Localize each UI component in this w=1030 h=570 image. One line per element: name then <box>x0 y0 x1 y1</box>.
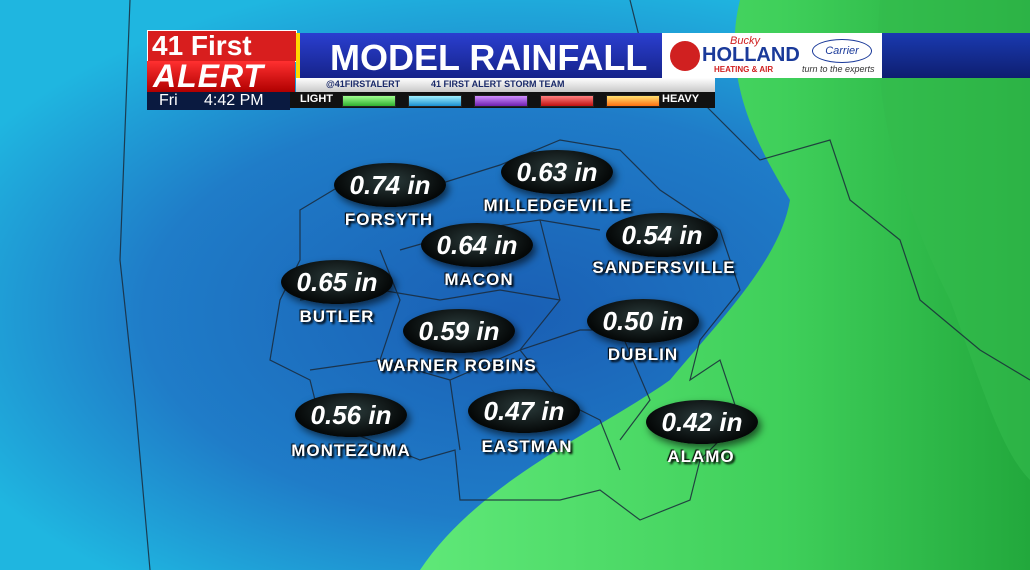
city-name: BUTLER <box>299 307 375 326</box>
city-name: MILLEDGEVILLE <box>483 196 633 215</box>
rain-amount: 0.59 in <box>403 309 515 353</box>
rain-amount: 0.65 in <box>281 260 393 304</box>
legend-low: LIGHT <box>300 93 333 105</box>
city-name: FORSYTH <box>344 210 434 229</box>
social-strip: @41FIRSTALERT 41 FIRST ALERT STORM TEAM <box>296 78 715 92</box>
sponsor-logo <box>670 41 700 71</box>
rain-amount: 0.64 in <box>421 223 533 267</box>
clock-bar: Fri 4:42 PM <box>147 92 290 110</box>
brand-bottom: ALERT <box>153 58 265 94</box>
rain-amount: 0.74 in <box>334 163 446 207</box>
legend-swatch <box>408 95 462 107</box>
rain-amount: 0.47 in <box>468 389 580 433</box>
brand-bottom-box: ALERT <box>147 58 295 94</box>
city-name: ALAMO <box>667 447 735 466</box>
title-bar-extension <box>882 33 1030 78</box>
partner: Carrier <box>812 39 872 63</box>
city-name: MACON <box>444 270 514 289</box>
brand-top: 41 First <box>152 30 252 61</box>
legend-swatch <box>474 95 528 107</box>
city-name: DUBLIN <box>607 345 679 364</box>
title-bar: MODEL RAINFALL <box>296 33 666 78</box>
sponsor-script: Bucky <box>730 35 760 47</box>
rain-amount: 0.56 in <box>295 393 407 437</box>
legend-swatch <box>606 95 660 107</box>
time: 4:42 PM <box>204 92 264 109</box>
sponsor-box: Bucky HOLLAND HEATING & AIR Carrier turn… <box>662 33 882 78</box>
brand-top-box: 41 First <box>147 30 297 62</box>
facebook: 41 FIRST ALERT STORM TEAM <box>431 79 565 89</box>
city-name: WARNER ROBINS <box>377 356 537 375</box>
sponsor-name: HOLLAND <box>702 44 800 66</box>
city-name: SANDERSVILLE <box>592 258 736 277</box>
title: MODEL RAINFALL <box>330 37 648 78</box>
rain-amount: 0.54 in <box>606 213 718 257</box>
legend-swatch <box>540 95 594 107</box>
legend-swatch <box>342 95 396 107</box>
legend-high: HEAVY <box>662 93 700 105</box>
rain-amount: 0.63 in <box>501 150 613 194</box>
city-name: EASTMAN <box>481 437 573 456</box>
city-name: MONTEZUMA <box>291 441 411 460</box>
rain-amount: 0.50 in <box>587 299 699 343</box>
rain-amount: 0.42 in <box>646 400 758 444</box>
sponsor-tagline: HEATING & AIR <box>714 65 774 74</box>
slogan: turn to the experts <box>802 64 875 74</box>
day: Fri <box>159 92 178 109</box>
twitter: @41FIRSTALERT <box>326 79 401 89</box>
